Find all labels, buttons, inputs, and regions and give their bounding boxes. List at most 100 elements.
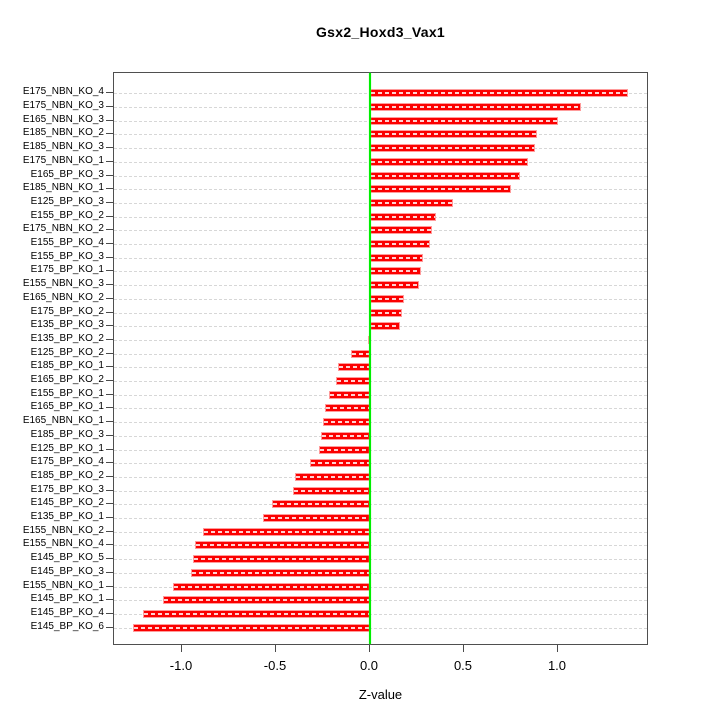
x-tick-mark — [369, 645, 370, 652]
bar-E175_BP_KO_1 — [370, 267, 421, 276]
bar-E125_BP_KO_2 — [351, 349, 370, 358]
y-tick-label: E175_BP_KO_2 — [30, 305, 104, 317]
y-tick-mark — [106, 434, 113, 436]
y-tick-mark — [106, 338, 113, 340]
y-tick-mark — [106, 421, 113, 423]
y-tick-label: E165_NBN_KO_2 — [22, 291, 104, 303]
bar-E165_BP_KO_2 — [336, 377, 370, 385]
y-tick-mark — [106, 530, 113, 532]
y-tick-label: E175_BP_KO_3 — [30, 483, 104, 495]
y-tick-label: E165_BP_KO_1 — [30, 401, 104, 413]
plot-area — [113, 72, 648, 645]
bar-E145_BP_KO_6 — [133, 623, 370, 632]
row-gridline — [114, 627, 647, 629]
bar-E125_BP_KO_3 — [370, 198, 453, 207]
y-tick-label: E135_BP_KO_2 — [30, 332, 104, 344]
y-tick-label: E145_BP_KO_4 — [30, 606, 104, 618]
x-tick-label: 1.0 — [547, 658, 567, 673]
y-tick-label: E175_BP_KO_4 — [30, 456, 104, 468]
y-tick-mark — [106, 284, 113, 286]
bar-E155_NBN_KO_1 — [172, 582, 370, 591]
bar-E155_BP_KO_4 — [370, 240, 431, 248]
y-tick-label: E185_NBN_KO_1 — [22, 182, 104, 194]
y-tick-mark — [106, 229, 113, 231]
bar-E185_NBN_KO_2 — [370, 130, 538, 139]
y-tick-mark — [106, 106, 113, 107]
row-gridline — [114, 476, 647, 478]
y-tick-mark — [106, 215, 113, 217]
y-tick-mark — [106, 352, 113, 354]
y-tick-label: E155_BP_KO_4 — [30, 237, 104, 248]
row-gridline — [114, 545, 647, 547]
bar-E185_BP_KO_3 — [321, 431, 370, 440]
bar-E155_NBN_KO_4 — [195, 541, 370, 550]
y-tick-mark — [106, 297, 113, 299]
bar-E185_BP_KO_2 — [294, 472, 370, 481]
x-tick-label: -1.0 — [169, 658, 193, 673]
y-tick-label: E155_BP_KO_3 — [30, 250, 104, 262]
x-tick-mark — [463, 645, 464, 652]
y-tick-label: E125_BP_KO_2 — [30, 346, 104, 358]
y-tick-label: E155_BP_KO_2 — [30, 209, 104, 221]
y-tick-label: E175_BP_KO_1 — [30, 264, 104, 276]
bar-E165_NBN_KO_2 — [370, 294, 404, 303]
x-tick-label: 0.0 — [359, 658, 379, 673]
x-tick-mark — [557, 645, 558, 652]
y-tick-mark — [106, 188, 113, 190]
bar-E175_NBN_KO_3 — [370, 103, 581, 111]
bar-E135_BP_KO_3 — [370, 322, 401, 331]
bar-E125_BP_KO_1 — [319, 445, 370, 454]
y-tick-mark — [106, 407, 113, 409]
y-tick-label: E155_NBN_KO_2 — [22, 524, 104, 536]
y-tick-label: E145_BP_KO_1 — [30, 593, 104, 605]
y-tick-mark — [106, 585, 113, 587]
row-gridline — [114, 613, 647, 615]
bar-E165_NBN_KO_1 — [323, 418, 370, 427]
bar-E145_BP_KO_1 — [163, 596, 370, 605]
bar-E165_NBN_KO_3 — [370, 116, 558, 125]
row-gridline — [114, 381, 647, 382]
row-gridline — [114, 422, 647, 424]
y-tick-mark — [106, 503, 113, 505]
y-tick-label: E175_NBN_KO_2 — [22, 223, 104, 235]
x-tick-mark — [181, 645, 182, 652]
y-tick-mark — [106, 92, 113, 94]
y-tick-label: E175_NBN_KO_4 — [22, 86, 104, 98]
row-gridline — [114, 367, 647, 369]
y-tick-label: E165_NBN_KO_1 — [22, 415, 104, 427]
y-tick-mark — [106, 558, 113, 560]
chart-title: Gsx2_Hoxd3_Vax1 — [315, 24, 446, 40]
bar-E155_BP_KO_2 — [370, 212, 436, 221]
y-tick-mark — [106, 393, 113, 395]
y-tick-mark — [106, 517, 113, 518]
bar-E155_BP_KO_3 — [370, 253, 423, 262]
bar-E175_BP_KO_2 — [370, 308, 402, 317]
y-tick-mark — [106, 174, 113, 176]
y-tick-label: E125_BP_KO_1 — [30, 442, 104, 454]
row-gridline — [114, 600, 647, 602]
y-tick-mark — [106, 380, 113, 381]
bar-E165_BP_KO_1 — [324, 404, 370, 413]
row-gridline — [114, 435, 647, 437]
y-tick-mark — [106, 544, 113, 546]
row-gridline — [114, 586, 647, 588]
bar-E175_NBN_KO_1 — [370, 157, 528, 166]
y-tick-mark — [106, 243, 113, 244]
bar-E175_NBN_KO_4 — [370, 89, 628, 98]
bar-E175_BP_KO_3 — [292, 486, 370, 495]
row-gridline — [114, 353, 647, 355]
y-tick-mark — [106, 325, 113, 327]
y-tick-mark — [106, 448, 113, 450]
row-gridline — [114, 394, 647, 396]
bar-E185_NBN_KO_1 — [370, 185, 511, 194]
y-tick-label: E175_NBN_KO_3 — [22, 100, 104, 111]
y-tick-mark — [106, 599, 113, 601]
y-tick-mark — [106, 119, 113, 121]
y-tick-label: E155_NBN_KO_4 — [22, 538, 104, 550]
y-tick-mark — [106, 626, 113, 628]
x-tick-mark — [275, 645, 276, 652]
y-tick-label: E165_BP_KO_2 — [30, 374, 104, 385]
y-tick-mark — [106, 256, 113, 258]
y-tick-label: E155_NBN_KO_1 — [22, 579, 104, 591]
